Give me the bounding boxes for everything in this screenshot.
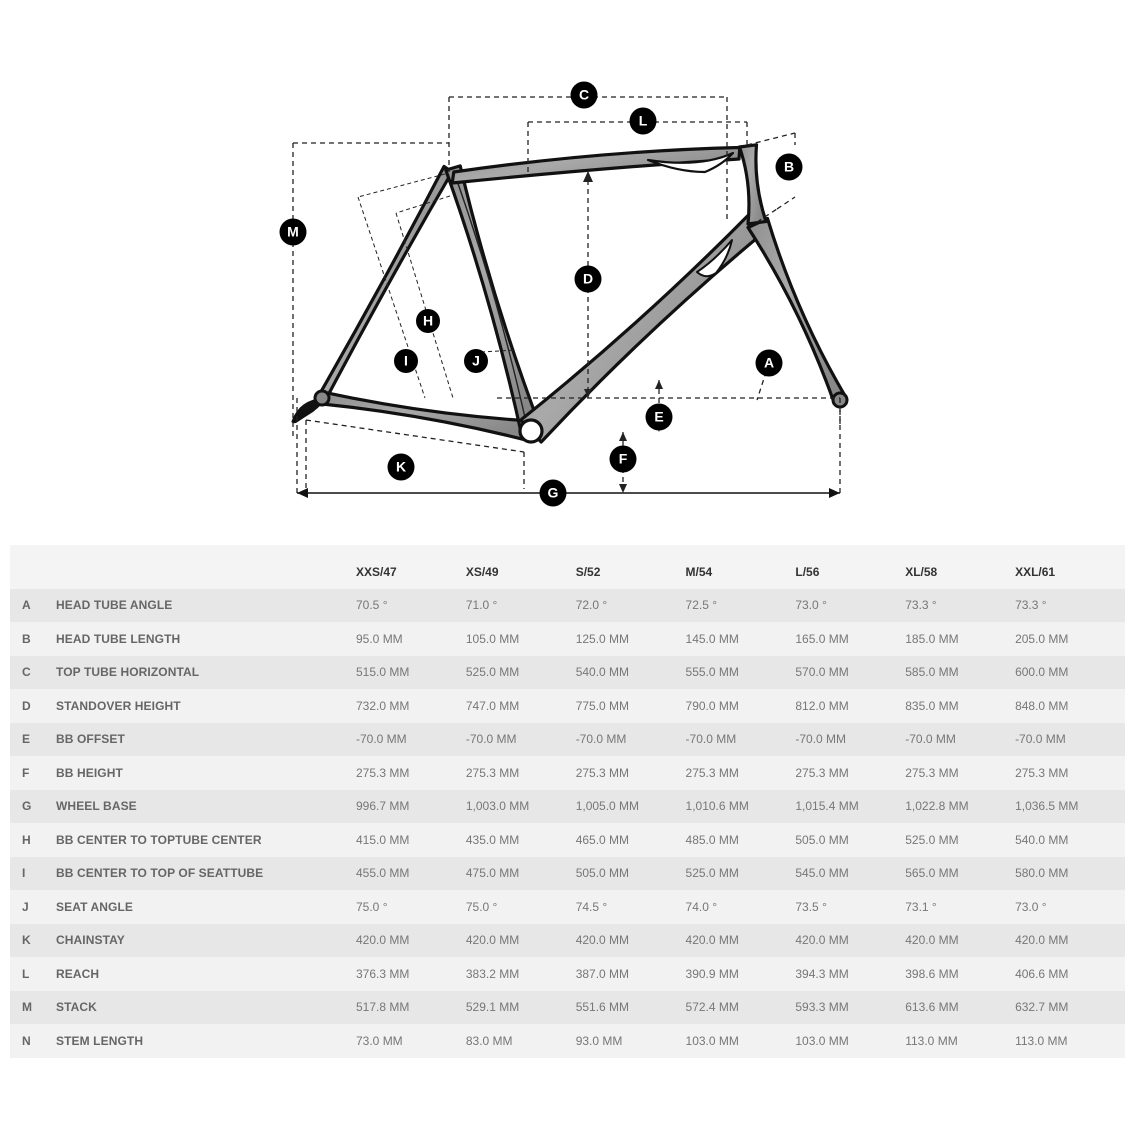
- svg-text:L: L: [639, 113, 648, 129]
- svg-text:J: J: [472, 353, 480, 369]
- svg-text:H: H: [423, 313, 433, 329]
- svg-text:A: A: [764, 355, 774, 371]
- svg-text:K: K: [396, 459, 406, 475]
- svg-text:C: C: [579, 87, 589, 103]
- svg-text:F: F: [619, 451, 628, 467]
- svg-text:E: E: [654, 409, 663, 425]
- svg-text:B: B: [784, 159, 794, 175]
- svg-text:M: M: [287, 224, 299, 240]
- svg-text:G: G: [548, 485, 559, 501]
- svg-text:I: I: [404, 353, 408, 369]
- svg-text:D: D: [583, 271, 593, 287]
